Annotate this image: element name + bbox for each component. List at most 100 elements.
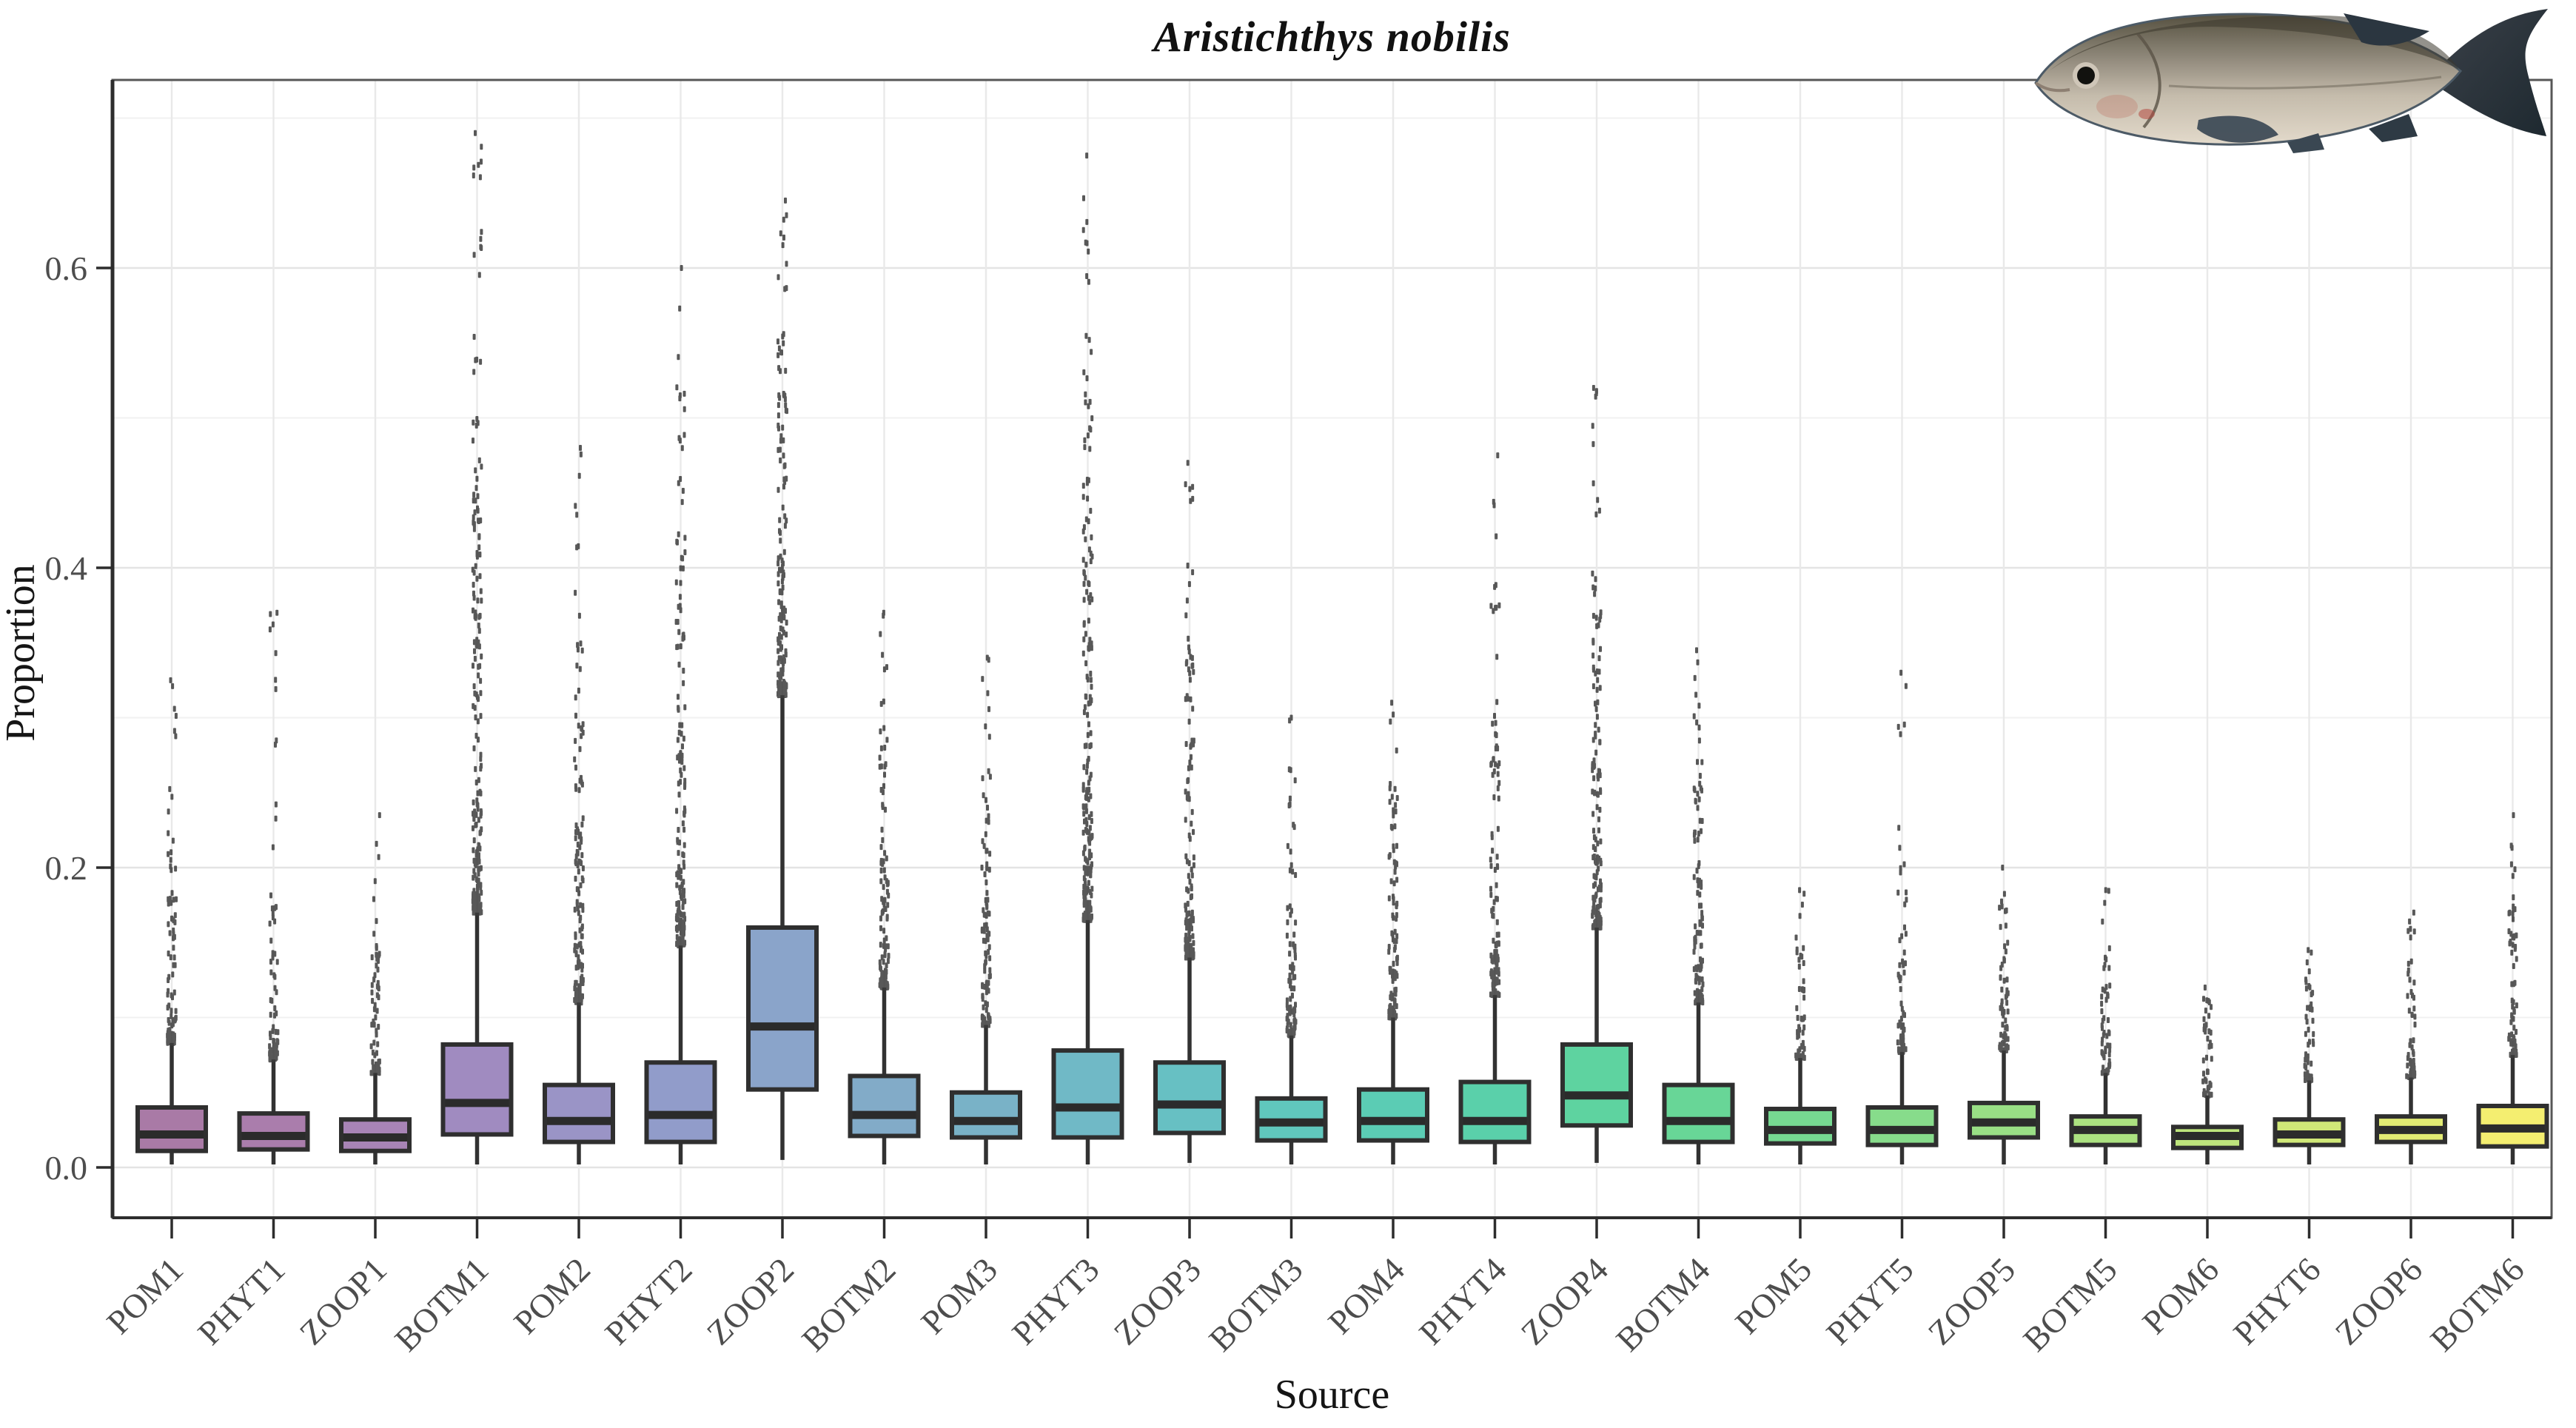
outlier-dot: [1392, 807, 1395, 814]
outlier-dot: [275, 1050, 279, 1056]
outlier-dot: [1694, 938, 1697, 945]
x-tick-label-ZOOP6: ZOOP6: [2328, 1250, 2429, 1352]
outlier-dot: [1286, 1013, 1289, 1019]
outlier-dot: [1492, 608, 1495, 614]
outlier-dot: [1591, 612, 1595, 619]
outlier-dot: [1490, 908, 1494, 914]
y-tick-label: 0.0: [45, 1149, 88, 1187]
outlier-dot: [476, 889, 480, 896]
outlier-dot: [1090, 596, 1094, 603]
outlier-dot: [472, 639, 476, 646]
outlier-dot: [477, 623, 480, 628]
outlier-dot: [2304, 976, 2307, 983]
outlier-dot: [371, 1070, 375, 1076]
outlier-dot: [778, 692, 782, 698]
outlier-dot: [172, 935, 175, 942]
outlier-dot: [1903, 1012, 1906, 1019]
outlier-dot: [1496, 785, 1500, 791]
outlier-dot: [1593, 762, 1596, 769]
outlier-dot: [886, 943, 890, 950]
outlier-dot: [1189, 497, 1193, 504]
outlier-dot: [1192, 741, 1195, 748]
box-PHYT2: [644, 265, 717, 1164]
outlier-dot: [782, 452, 785, 459]
outlier-dot: [477, 517, 480, 524]
outlier-dot: [475, 356, 479, 363]
outlier-dot: [474, 130, 477, 136]
outlier-dot: [2000, 986, 2004, 993]
outlier-dot: [1084, 856, 1087, 862]
outlier-dot: [480, 653, 483, 660]
outlier-dot: [1495, 854, 1499, 860]
outlier-dot: [1591, 912, 1594, 919]
outlier-dot: [174, 733, 178, 740]
outlier-dot: [1090, 818, 1093, 824]
outlier-dot: [579, 640, 583, 647]
outlier-dot: [2205, 1054, 2208, 1061]
outlier-dot: [1395, 938, 1398, 945]
outlier-dot: [1700, 818, 1704, 824]
outlier-dot: [779, 625, 782, 631]
outlier-dot: [581, 902, 585, 909]
outlier-dot: [1495, 604, 1498, 611]
outlier-dot: [269, 959, 272, 965]
outlier-dot: [1087, 248, 1090, 255]
outlier-dot: [1395, 842, 1398, 849]
outlier-dot: [681, 488, 685, 494]
outlier-dot: [882, 984, 885, 990]
fish-cheek-blush: [2096, 95, 2138, 118]
y-tick-label: 0.2: [45, 849, 88, 887]
outlier-dot: [1802, 1024, 1806, 1030]
outlier-dot: [1795, 1005, 1799, 1011]
outlier-dot: [479, 235, 483, 242]
box-rect: [950, 1090, 1022, 1140]
outlier-dot: [1188, 760, 1192, 765]
outlier-dot: [681, 743, 684, 750]
outlier-dot: [2515, 1002, 2518, 1009]
outlier-dot: [1192, 668, 1195, 675]
x-tick-label-BOTM4: BOTM4: [1609, 1250, 1717, 1358]
outlier-dot: [1700, 883, 1703, 890]
outlier-dot: [1293, 1025, 1297, 1031]
outlier-dot: [2512, 916, 2515, 922]
outlier-dot: [883, 952, 887, 959]
outlier-dot: [1088, 839, 1092, 846]
outlier-dot: [1593, 591, 1597, 597]
outlier-dot: [2005, 1024, 2009, 1030]
outlier-dot: [372, 1018, 375, 1025]
outlier-dot: [474, 691, 478, 698]
outlier-dot: [1084, 391, 1087, 398]
outlier-dot: [1184, 853, 1188, 859]
outlier-dot: [272, 972, 276, 979]
outlier-dot: [1089, 677, 1093, 683]
outlier-dot: [1186, 563, 1190, 569]
outlier-dot: [575, 663, 579, 669]
outlier-dot: [1390, 794, 1394, 800]
outlier-dot: [167, 830, 170, 837]
outlier-dot: [275, 609, 279, 616]
outlier-dot: [1090, 349, 1093, 355]
outlier-dot: [1898, 962, 1902, 968]
outlier-dot: [1491, 848, 1495, 854]
outlier-dot: [1905, 896, 1908, 903]
outlier-dot: [472, 909, 475, 916]
outlier-dot: [1391, 912, 1395, 919]
outlier-dot: [269, 1030, 272, 1037]
outlier-dot: [882, 928, 886, 934]
outlier-dot: [1496, 762, 1500, 769]
outlier-dot: [373, 878, 377, 885]
outlier-dot: [2311, 1017, 2315, 1024]
outlier-dot: [2102, 1032, 2105, 1039]
outlier-dot: [1085, 865, 1088, 872]
outlier-dot: [574, 764, 577, 771]
outlier-dot: [472, 369, 476, 375]
outlier-dot: [1491, 720, 1495, 727]
fish-anal-fin: [2369, 114, 2418, 142]
outlier-dot: [2507, 1032, 2511, 1039]
outlier-dot: [579, 914, 583, 921]
outliers: [1794, 887, 1806, 1062]
outlier-dot: [1999, 924, 2002, 931]
outlier-dot: [1595, 804, 1599, 811]
outliers: [1081, 152, 1094, 923]
